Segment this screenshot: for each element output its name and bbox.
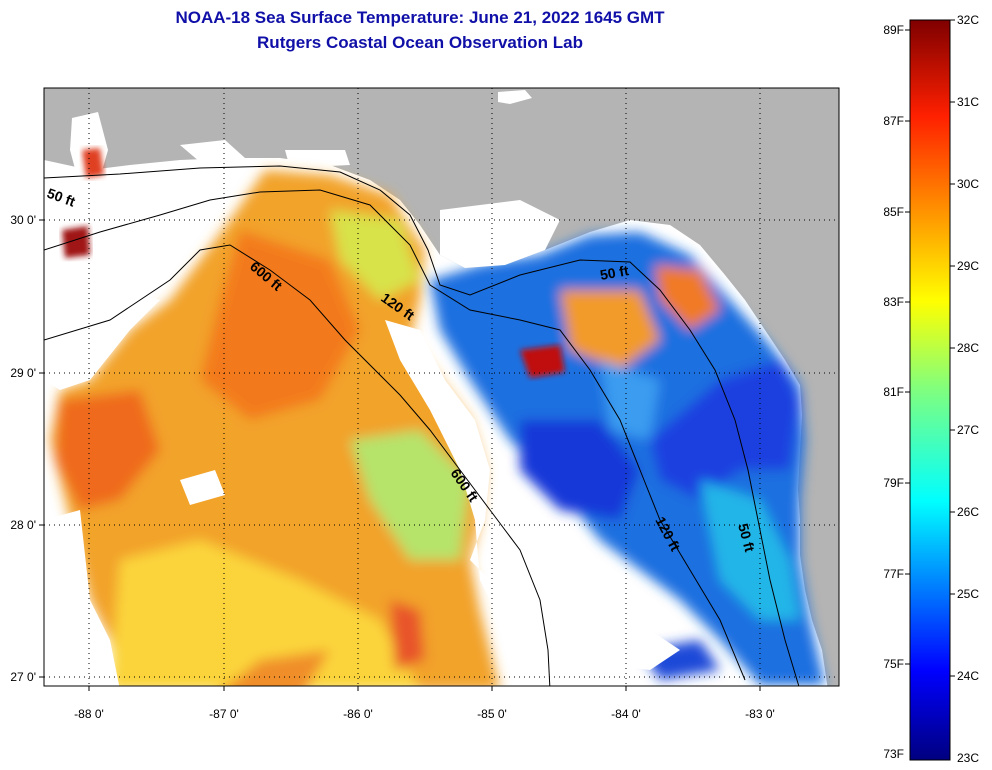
lon-label-83: -83 0' [745, 707, 775, 721]
sst-cool-field [430, 232, 825, 685]
cloud-gaps [44, 200, 680, 686]
hot-spot-inlet [82, 148, 104, 178]
lat-label-30: 30 0' [10, 213, 36, 227]
colorbar-f-87: 87F [883, 114, 904, 128]
lat-label-29: 29 0' [10, 366, 36, 380]
colorbar-c-31: 31C [957, 95, 979, 109]
map-subtitle: Rutgers Coastal Ocean Observation Lab [257, 33, 583, 52]
bay-pensacola [180, 140, 245, 162]
island-north [498, 90, 532, 104]
colorbar-c-27: 27C [957, 423, 979, 437]
colorbar-c-28: 28C [957, 341, 979, 355]
colorbar-f-85: 85F [883, 205, 904, 219]
lat-label-28: 28 0' [10, 518, 36, 532]
colorbar-c-30: 30C [957, 177, 979, 191]
axis-ticks [39, 219, 761, 691]
colorbar-f-83: 83F [883, 295, 904, 309]
colorbar-f-75: 75F [883, 657, 904, 671]
land-mass [44, 88, 839, 686]
colorbar-f-79: 79F [883, 476, 904, 490]
colorbar-c-24: 24C [957, 669, 979, 683]
isobath-label-50-east: 50 ft [599, 262, 630, 283]
colorbar-c-32: 32C [957, 13, 979, 27]
lon-label-85: -85 0' [477, 707, 507, 721]
lon-label-88: -88 0' [74, 707, 104, 721]
bay-choctaw [285, 150, 350, 168]
lon-label-87: -87 0' [209, 707, 239, 721]
colorbar-f-73: 73F [883, 747, 904, 761]
map-border [43, 87, 840, 687]
lon-label-86: -86 0' [343, 707, 373, 721]
colorbar-c-29: 29C [957, 259, 979, 273]
lat-label-27: 27 0' [10, 670, 36, 684]
colorbar-f-89: 89F [883, 23, 904, 37]
map-title: NOAA-18 Sea Surface Temperature: June 21… [175, 8, 665, 27]
lon-label-84: -84 0' [611, 707, 641, 721]
colorbar-f-77: 77F [883, 567, 904, 581]
isobath-label-50-south: 50 ft [735, 522, 758, 554]
colorbar-ticks [905, 19, 955, 677]
hot-spot-bay [520, 345, 565, 378]
colorbar [909, 19, 951, 761]
colorbar-c-25: 25C [957, 587, 979, 601]
isobath-lines [44, 165, 800, 686]
colorbar-f-81: 81F [883, 385, 904, 399]
colorbar-c-26: 26C [957, 505, 979, 519]
hot-spot-mobile [62, 226, 90, 258]
colorbar-c-23: 23C [957, 751, 979, 765]
